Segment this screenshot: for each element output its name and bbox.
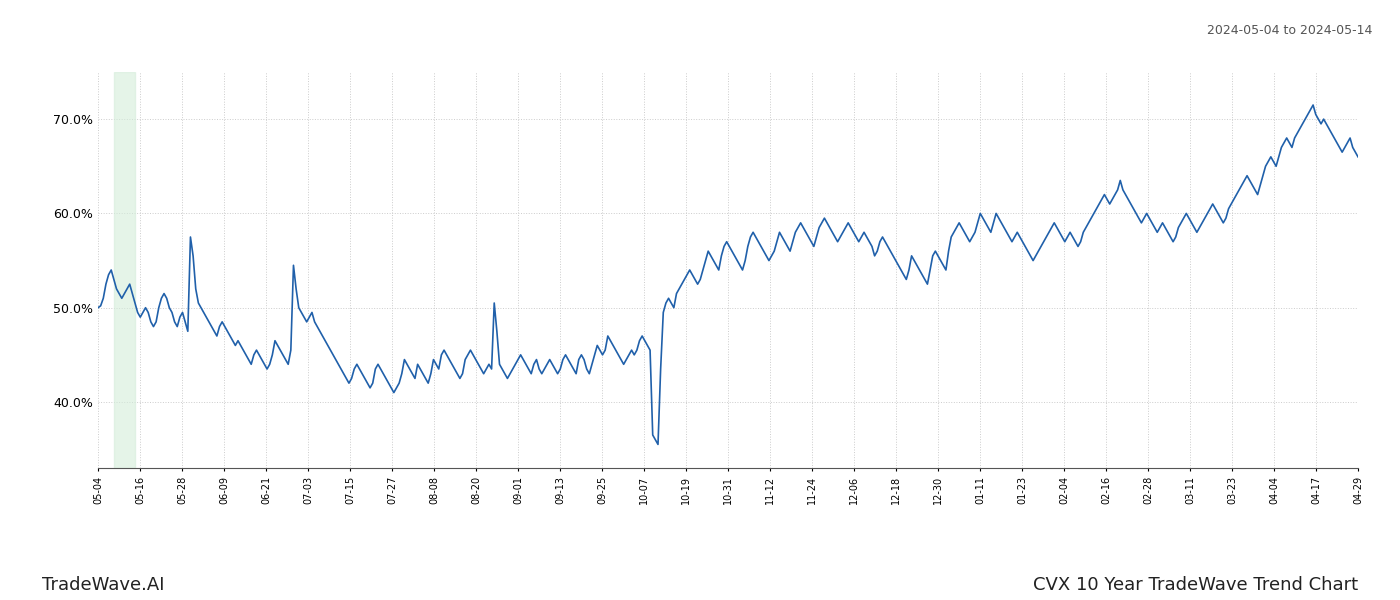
Text: TradeWave.AI: TradeWave.AI [42, 576, 165, 594]
Text: 2024-05-04 to 2024-05-14: 2024-05-04 to 2024-05-14 [1207, 24, 1372, 37]
Bar [113, 72, 134, 468]
Text: CVX 10 Year TradeWave Trend Chart: CVX 10 Year TradeWave Trend Chart [1033, 576, 1358, 594]
